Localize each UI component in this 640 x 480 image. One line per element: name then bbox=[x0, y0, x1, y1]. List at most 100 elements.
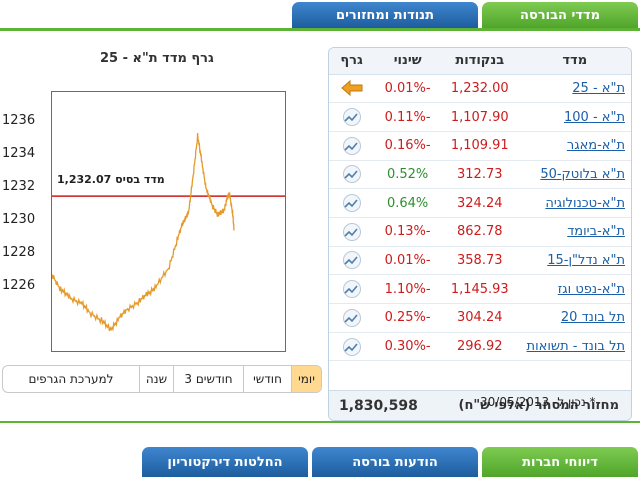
chart-icon[interactable] bbox=[342, 337, 361, 356]
turnover-label: מחזור המסחר (אלפי ש"ח) bbox=[458, 398, 620, 413]
table-row: ת"א-נפט וגז 1,145.93 -1.10% bbox=[329, 274, 631, 304]
index-name-cell: ת"א-מאגר bbox=[518, 131, 631, 161]
index-series-line bbox=[51, 133, 235, 332]
index-value-cell: 1,109.91 bbox=[441, 131, 519, 161]
chart-title: גרף מדד ת"א - 25 bbox=[100, 51, 214, 66]
index-value-cell: 304.24 bbox=[441, 303, 519, 333]
index-change-cell: -0.25% bbox=[374, 303, 441, 333]
index-value-cell: 1,145.93 bbox=[441, 274, 519, 304]
index-link[interactable]: ת"א-נפט וגז bbox=[557, 281, 625, 297]
index-link[interactable]: ת"א - 25 bbox=[572, 80, 625, 96]
chart-icon[interactable] bbox=[342, 222, 361, 241]
indices-table: מדד בנקודות שינוי גרף ת"א - 25 1,232.00 -0… bbox=[328, 47, 632, 421]
y-tick-label: 1226 bbox=[2, 278, 36, 293]
main-panel: גרף מדד ת"א - 25 1236 1234 1232 1230 122… bbox=[0, 31, 640, 421]
index-name-cell: ת"א-נפט וגז bbox=[518, 274, 631, 304]
tab-exchange-notices[interactable]: הודעות בורסה bbox=[312, 447, 478, 477]
tab-board-decisions[interactable]: החלטות דירקטוריון bbox=[142, 447, 308, 477]
index-name-cell: ת"א-טכנולוגיה bbox=[518, 188, 631, 218]
table-footer: מחזור המסחר (אלפי ש"ח) 1,830,598 bbox=[329, 390, 631, 420]
graph-cell bbox=[329, 332, 375, 362]
table-row: ת"א-טכנולוגיה 324.24 0.64% bbox=[329, 188, 631, 218]
index-change-cell: -1.10% bbox=[374, 274, 441, 304]
graph-cell bbox=[329, 160, 375, 190]
graph-cell bbox=[329, 274, 375, 304]
chart-icon[interactable] bbox=[342, 194, 361, 213]
table-row: ת"א נדל"ן-15 358.73 -0.01% bbox=[329, 246, 631, 276]
table-header-row: מדד בנקודות שינוי גרף bbox=[329, 48, 631, 75]
header-change: שינוי bbox=[374, 48, 441, 75]
tab-market-indices[interactable]: מדדי הבורסה bbox=[482, 2, 638, 28]
chart-svg bbox=[51, 133, 285, 332]
y-tick-label: 1228 bbox=[2, 245, 36, 260]
index-link[interactable]: ת"א-ביומד bbox=[567, 224, 625, 240]
index-link[interactable]: תל בונד - תשואות bbox=[526, 339, 625, 355]
header-points: בנקודות bbox=[441, 48, 519, 75]
charts-system-link[interactable]: למערכת הגרפים bbox=[28, 372, 114, 386]
index-name-cell: ת"א - 25 bbox=[518, 74, 631, 104]
index-change-cell: -0.01% bbox=[374, 246, 441, 276]
table-row: ת"א - 25 1,232.00 -0.01% bbox=[329, 74, 631, 104]
table-row: ת"א-ביומד 862.78 -0.13% bbox=[329, 217, 631, 247]
index-link[interactable]: ת"א-מאגר bbox=[566, 138, 625, 154]
chart-plot-area bbox=[51, 91, 286, 352]
index-change-cell: 0.64% bbox=[374, 188, 441, 218]
index-change-cell: -0.11% bbox=[374, 102, 441, 132]
graph-cell bbox=[329, 246, 375, 276]
graph-cell bbox=[329, 303, 375, 333]
header-index-name: מדד bbox=[518, 48, 631, 75]
graph-cell bbox=[329, 217, 375, 247]
y-tick-label: 1232 bbox=[2, 179, 36, 194]
tab-company-reports[interactable]: דיווחי חברות bbox=[482, 447, 638, 477]
table-row: ת"א בלוטק-50 312.73 0.52% bbox=[329, 160, 631, 190]
graph-cell bbox=[329, 74, 375, 104]
index-change-cell: -0.13% bbox=[374, 217, 441, 247]
index-change-cell: -0.30% bbox=[374, 332, 441, 362]
y-tick-label: 1230 bbox=[2, 212, 36, 227]
index-name-cell: ת"א בלוטק-50 bbox=[518, 160, 631, 190]
chart-icon[interactable] bbox=[342, 308, 361, 327]
index-name-cell: ת"א - 100 bbox=[518, 102, 631, 132]
arrow-left-icon[interactable] bbox=[340, 80, 363, 97]
index-link[interactable]: תל בונד 20 bbox=[560, 310, 625, 326]
index-value-cell: 1,107.90 bbox=[441, 102, 519, 132]
index-link[interactable]: ת"א-טכנולוגיה bbox=[545, 195, 625, 211]
period-daily-button[interactable]: יומי bbox=[291, 366, 321, 392]
index-name-cell: תל בונד - תשואות bbox=[518, 332, 631, 362]
y-tick-label: 1234 bbox=[2, 146, 36, 161]
chart-icon[interactable] bbox=[342, 136, 361, 155]
chart-icon[interactable] bbox=[342, 108, 361, 127]
baseline-label: 1,232.07 מדד בסיס bbox=[57, 173, 165, 186]
chart-icon[interactable] bbox=[342, 165, 361, 184]
index-value-cell: 358.73 bbox=[441, 246, 519, 276]
index-name-cell: ת"א נדל"ן-15 bbox=[518, 246, 631, 276]
y-tick-label: 1236 bbox=[2, 113, 36, 128]
index-value-cell: 1,232.00 bbox=[441, 74, 519, 104]
period-monthly-button[interactable]: חודשי bbox=[243, 366, 291, 392]
index-value-cell: 312.73 bbox=[441, 160, 519, 190]
graph-cell bbox=[329, 188, 375, 218]
date-note: * נכון ל- 30/05/2013 bbox=[480, 395, 596, 409]
index-link[interactable]: ת"א נדל"ן-15 bbox=[547, 252, 625, 268]
table-row: תל בונד - תשואות 296.92 -0.30% bbox=[329, 332, 631, 362]
index-name-cell: תל בונד 20 bbox=[518, 303, 631, 333]
bottom-divider bbox=[0, 421, 640, 423]
table-row: ת"א - 100 1,107.90 -0.11% bbox=[329, 102, 631, 132]
header-graph: גרף bbox=[329, 48, 375, 75]
chart-icon[interactable] bbox=[342, 251, 361, 270]
table-row: תל בונד 20 304.24 -0.25% bbox=[329, 303, 631, 333]
index-link[interactable]: ת"א - 100 bbox=[564, 109, 625, 125]
index-change-cell: 0.52% bbox=[374, 160, 441, 190]
index-value-cell: 324.24 bbox=[441, 188, 519, 218]
index-value-cell: 862.78 bbox=[441, 217, 519, 247]
index-change-cell: -0.01% bbox=[374, 74, 441, 104]
index-name-cell: ת"א-ביומד bbox=[518, 217, 631, 247]
index-value-cell: 296.92 bbox=[441, 332, 519, 362]
graph-cell bbox=[329, 131, 375, 161]
turnover-value: 1,830,598 bbox=[339, 397, 418, 414]
index-link[interactable]: ת"א בלוטק-50 bbox=[540, 166, 625, 182]
chart-icon[interactable] bbox=[342, 280, 361, 299]
period-year-button[interactable]: שנה bbox=[139, 366, 173, 392]
period-3months-button[interactable]: 3 חודשים bbox=[173, 366, 243, 392]
tab-volatility-turnover[interactable]: תנודות ומחזורים bbox=[292, 2, 478, 28]
